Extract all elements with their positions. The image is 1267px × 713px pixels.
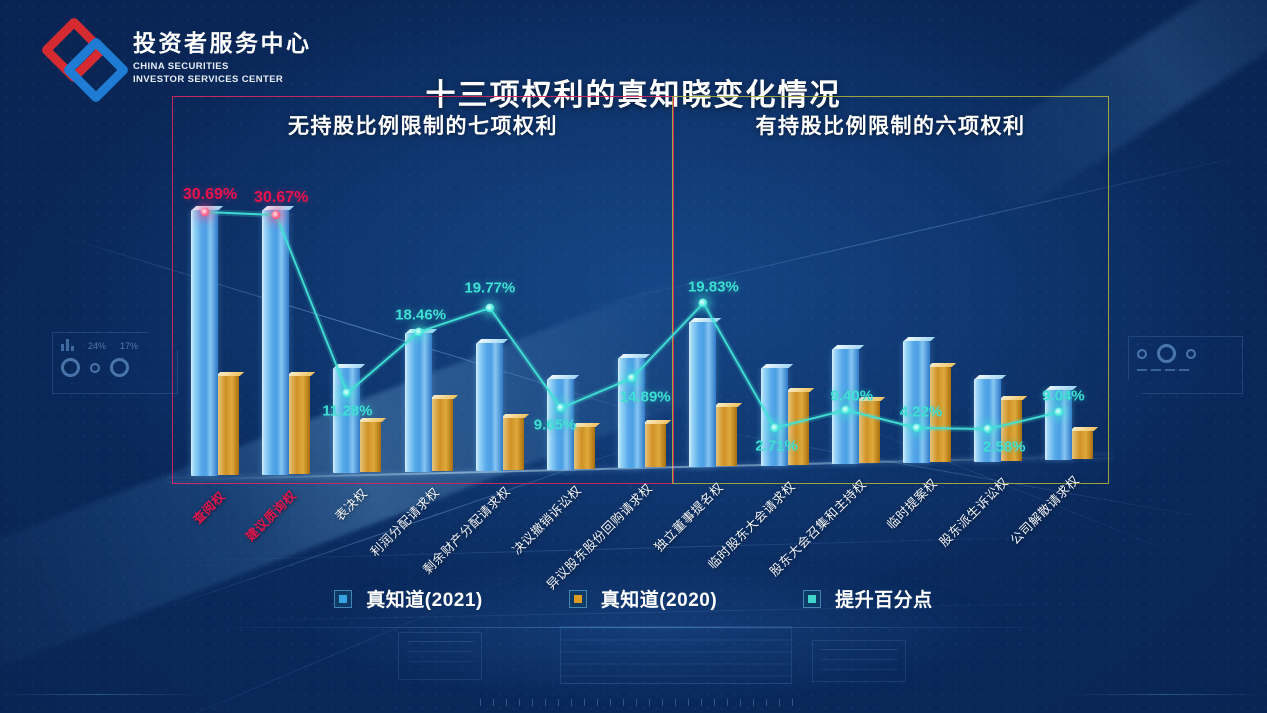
bar-2021: [475, 338, 509, 471]
bar-2021: [404, 329, 437, 473]
legend: 真知道(2021) 真知道(2020) 提升百分点: [0, 585, 1267, 612]
legend-item-2[interactable]: 提升百分点: [803, 585, 933, 612]
legend-swatch: [568, 589, 587, 608]
section-title-right: 有持股比例限制的六项权利: [755, 115, 1026, 138]
legend-label: 提升百分点: [835, 590, 933, 611]
section-box-no-shareholding-limit: 无持股比例限制的七项权利: [172, 96, 674, 484]
line-value-label: 9.04%: [1042, 387, 1085, 405]
bar-2020: [1069, 427, 1099, 460]
line-point: [556, 403, 566, 413]
line-value-label: 2.71%: [755, 437, 798, 455]
legend-label: 真知道(2020): [600, 590, 718, 611]
bar-2021: [974, 374, 1007, 462]
line-point: [342, 388, 352, 398]
logo-text: 投资者服务中心 CHINA SECURITIES INVESTOR SERVIC…: [133, 24, 312, 86]
line-value-label: 4.22%: [899, 403, 943, 421]
line-point: [200, 207, 210, 217]
bar-2020: [855, 397, 886, 464]
line-point: [485, 303, 495, 313]
legend-label: 真知道(2021): [366, 590, 483, 611]
line-value-label: 9.65%: [533, 416, 577, 434]
line-value-label: 11.28%: [322, 402, 373, 420]
line-value-label: 2.58%: [982, 438, 1026, 456]
line-point: [841, 405, 851, 415]
csisc-logo: 投资者服务中心 CHINA SECURITIES INVESTOR SERVIC…: [40, 16, 312, 104]
line-point: [414, 327, 424, 337]
bar-2021: [1045, 386, 1078, 461]
org-name-cn: 投资者服务中心: [133, 30, 312, 57]
line-value-label: 14.89%: [619, 388, 671, 406]
legend-item-0[interactable]: 真知道(2021): [334, 585, 482, 612]
line-value-label: 19.77%: [464, 279, 516, 297]
section-box-with-shareholding-limit: 有持股比例限制的六项权利: [672, 96, 1109, 484]
bar-2021: [262, 205, 295, 475]
line-point: [271, 210, 281, 220]
bar-2020: [784, 387, 814, 465]
line-point: [627, 373, 637, 383]
bar-2021: [903, 337, 936, 463]
bar-2020: [927, 363, 957, 462]
line-value-label: 30.69%: [182, 186, 238, 203]
line-point: [912, 423, 922, 433]
bar-2020: [998, 395, 1028, 461]
line-point: [983, 424, 993, 434]
line-point: [1054, 407, 1064, 417]
line-value-label: 9.40%: [830, 387, 874, 405]
line-value-label: 19.83%: [687, 278, 739, 296]
legend-swatch: [803, 589, 822, 608]
legend-item-1[interactable]: 真知道(2020): [568, 585, 718, 612]
line-point: [698, 298, 708, 308]
bar-2021: [689, 317, 722, 467]
legend-swatch: [334, 589, 353, 608]
org-name-en: CHINA SECURITIES INVESTOR SERVICES CENTE…: [133, 61, 284, 85]
line-value-label: 18.46%: [395, 306, 447, 324]
line-value-label: 30.67%: [254, 189, 309, 206]
section-title-left: 无持股比例限制的七项权利: [288, 115, 558, 138]
page-title: 十三项权利的真知晓变化情况: [425, 79, 842, 113]
bar-2021: [760, 363, 793, 466]
line-point: [770, 423, 780, 433]
bar-2021: [191, 206, 224, 476]
